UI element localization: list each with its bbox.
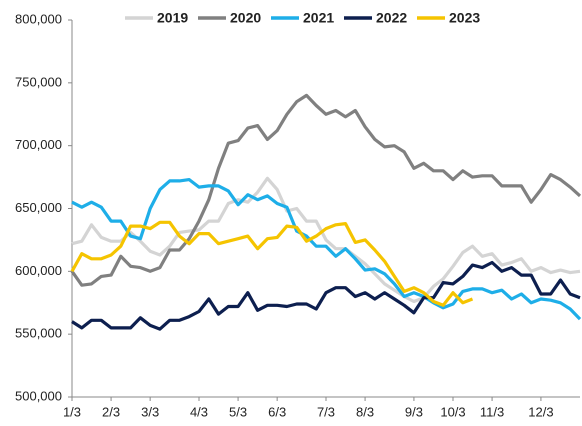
y-tick-label: 550,000 [15,326,62,341]
x-tick-label: 6/3 [268,404,286,419]
legend-label: 2022 [376,10,407,26]
x-tick-label: 5/3 [229,404,247,419]
series-line [70,220,474,307]
x-tick-label: 11/3 [480,404,504,419]
x-tick-label: 1/3 [63,404,81,419]
legend-label: 2021 [303,10,334,26]
y-tick-label: 650,000 [15,200,62,215]
series-line [70,93,582,287]
x-tick-label: 8/3 [356,404,374,419]
legend-label: 2023 [449,10,480,26]
series-line [71,260,581,331]
x-tick-label: 10/3 [440,404,465,419]
y-tick-label: 750,000 [15,74,62,89]
x-tick-label: 4/3 [190,404,208,419]
y-tick-label: 800,000 [15,11,62,26]
legend-label: 2020 [230,10,261,26]
x-tick-label: 2/3 [102,404,120,419]
series-line [71,178,582,321]
x-tick-label: 12/3 [528,404,553,419]
x-tick-label: 7/3 [317,404,335,419]
y-tick-label: 500,000 [15,388,62,403]
y-tick-label: 700,000 [15,137,62,152]
x-tick-label: 3/3 [141,404,159,419]
y-tick-label: 600,000 [15,263,62,278]
x-tick-label: 9/3 [405,404,423,419]
legend-label: 2019 [157,10,188,26]
series-line [71,176,581,304]
